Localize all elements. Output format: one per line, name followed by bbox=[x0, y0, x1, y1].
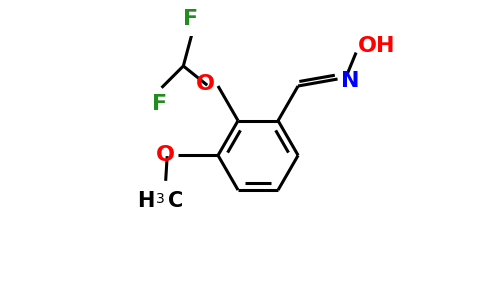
Text: O: O bbox=[156, 146, 175, 165]
Text: F: F bbox=[152, 94, 167, 114]
Text: 3: 3 bbox=[156, 192, 165, 206]
Text: N: N bbox=[341, 71, 359, 92]
Text: H: H bbox=[137, 191, 155, 211]
Text: F: F bbox=[182, 9, 198, 29]
Text: O: O bbox=[196, 74, 215, 94]
Text: OH: OH bbox=[358, 36, 395, 56]
Text: C: C bbox=[168, 191, 183, 211]
